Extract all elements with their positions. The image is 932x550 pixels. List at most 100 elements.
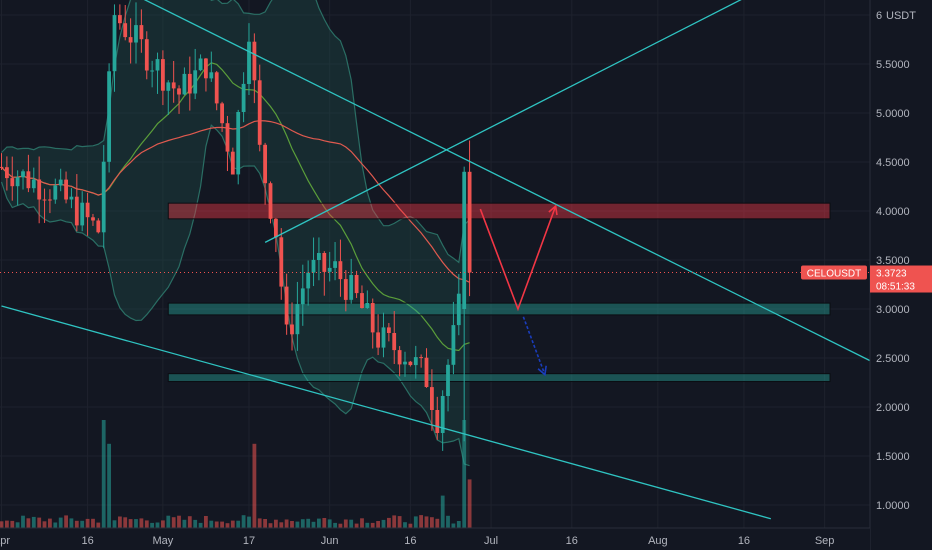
x-tick-label: Apr <box>0 535 10 547</box>
volume-bar <box>0 521 4 528</box>
volume-bar <box>48 518 52 528</box>
candle-body <box>198 58 203 71</box>
volume-bar <box>139 518 144 528</box>
candle-body <box>274 218 278 238</box>
y-tick-label: 6 <box>876 10 882 22</box>
candle-body <box>257 80 262 145</box>
volume-bar <box>322 518 327 528</box>
candle-body <box>171 82 176 89</box>
candle-body <box>166 82 171 91</box>
volume-bar <box>230 520 235 528</box>
trendline-lower-channel[interactable] <box>1 305 772 520</box>
candle-body <box>144 39 149 71</box>
volume-bar <box>333 522 337 528</box>
candle-body <box>370 303 375 333</box>
volume-bar <box>403 522 407 528</box>
volume-bar <box>37 517 42 528</box>
candle-body <box>392 333 397 351</box>
candle-body <box>322 253 327 272</box>
candle-body <box>101 161 106 233</box>
volume-bar <box>392 515 397 528</box>
volume-bar <box>134 519 138 528</box>
candle-body <box>236 112 241 175</box>
bollinger-lower <box>0 124 470 467</box>
volume-bar <box>144 520 149 528</box>
candle-body <box>69 196 74 200</box>
volume-bar <box>311 521 316 528</box>
volume-bar <box>112 520 117 528</box>
projection-arrow[interactable] <box>479 205 557 312</box>
candle-body <box>161 59 165 91</box>
y-tick-label: 2.0000 <box>876 402 910 414</box>
volume-bar <box>376 521 380 528</box>
bollinger-bands <box>0 0 471 467</box>
candle-body <box>85 202 90 218</box>
candle-body <box>64 179 68 200</box>
volume-bar <box>354 523 359 528</box>
x-tick-label: 16 <box>738 535 750 547</box>
volume-bar <box>204 516 208 528</box>
zone-support[interactable] <box>167 302 831 316</box>
price-zones[interactable] <box>167 202 831 383</box>
last-price-label-bg <box>870 265 932 293</box>
projection-arrow[interactable] <box>522 316 546 375</box>
volume-bar <box>317 518 321 528</box>
candle-body <box>48 199 52 201</box>
volume-bar <box>177 515 181 528</box>
y-tick-label: 1.0000 <box>876 500 910 512</box>
drawing-lines[interactable] <box>1 0 879 520</box>
volume-bar <box>365 522 370 528</box>
candle-body <box>58 179 63 186</box>
trendline-descending-resistance[interactable] <box>136 0 879 366</box>
volume-bar <box>338 523 343 528</box>
volume-bar <box>343 519 348 528</box>
x-tick-label: Jul <box>484 535 498 547</box>
last-price-value: 3.3723 <box>876 269 907 280</box>
trendline-rising-support[interactable] <box>264 0 749 243</box>
volume-bar <box>187 516 192 528</box>
candle-body <box>0 166 4 168</box>
arrow-head <box>548 204 558 216</box>
candle-body <box>10 178 15 187</box>
candle-body <box>333 261 337 268</box>
volume-bar <box>91 518 95 528</box>
x-tick-label: May <box>153 535 174 547</box>
volume-bar <box>128 519 133 528</box>
volume-bar <box>306 518 311 528</box>
volume-bar <box>284 519 289 528</box>
candle-body <box>230 151 235 175</box>
candle-body <box>300 288 305 305</box>
volume-bar <box>74 520 79 528</box>
volume-bar <box>214 521 219 528</box>
volume-bar <box>424 516 429 528</box>
volume-bar <box>15 522 20 528</box>
volume-bar <box>182 519 187 528</box>
candle-body <box>317 253 321 260</box>
candle-body <box>118 15 122 24</box>
volume-bar <box>370 522 375 528</box>
symbol-tag: CELOUSDT <box>807 269 861 280</box>
x-tick-label: 17 <box>243 535 255 547</box>
y-tick-label: 3.5000 <box>876 255 910 267</box>
zone-resistance[interactable] <box>167 202 831 220</box>
candle-body <box>37 179 42 200</box>
zone-lower-support[interactable] <box>167 373 831 383</box>
candle-body <box>209 72 214 79</box>
currency-label: USDT <box>886 10 916 22</box>
candle-body <box>338 261 343 280</box>
candle-body <box>139 25 144 40</box>
volume-bar <box>26 518 31 528</box>
candle-body <box>403 361 407 365</box>
candle-body <box>268 183 273 219</box>
candle-body <box>150 70 154 72</box>
candle-body <box>343 279 348 300</box>
volume-bar <box>58 517 63 528</box>
candle-body <box>177 88 181 95</box>
volume-bar <box>413 516 418 528</box>
volume-bar <box>155 522 160 528</box>
volume-bar <box>263 519 267 528</box>
volume-bar <box>236 520 241 528</box>
candle-body <box>42 199 47 201</box>
